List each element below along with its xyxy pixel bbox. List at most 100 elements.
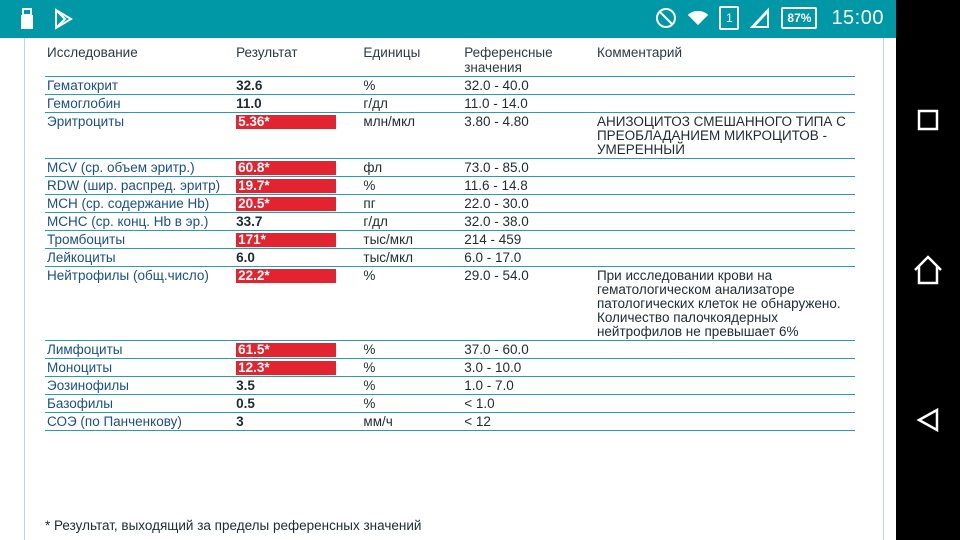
result-value-flagged: 20.5* — [236, 197, 337, 211]
back-icon — [916, 407, 939, 433]
units-value: % — [361, 358, 463, 377]
test-name: MCV (ср. объем эритр.) — [45, 158, 235, 177]
reference-value: 3.0 - 10.0 — [462, 358, 595, 377]
result-cell: 3 — [234, 412, 362, 431]
report-sheet: Исследование Результат Единицы Референсн… — [24, 38, 884, 540]
comment-value — [594, 194, 855, 213]
table-row: СОЭ (по Панченкову) 3 мм/ч < 12 — [45, 412, 855, 431]
result-value-flagged: 60.8* — [236, 161, 337, 175]
test-name: Эозинофилы — [45, 376, 235, 395]
result-cell: 19.7* — [234, 176, 362, 195]
reference-value: 22.0 - 30.0 — [462, 194, 595, 213]
units-value: тыс/мкл — [361, 230, 463, 249]
test-name: Гемоглобин — [45, 94, 235, 113]
result-cell: 0.5 — [234, 394, 362, 413]
table-body: Гематокрит 32.6% 32.0 - 40.0 Гемоглобин 11.0… — [45, 76, 855, 431]
table-header-row: Исследование Результат Единицы Референсн… — [45, 42, 855, 77]
result-value: 6.0 — [236, 250, 255, 265]
result-value: 11.0 — [236, 96, 262, 111]
result-value: 32.6 — [236, 78, 263, 93]
do-not-disturb-icon — [655, 7, 677, 29]
comment-value — [594, 94, 855, 113]
table-row: MCH (ср. содержание Hb) 20.5* пг 22.0 - 30.… — [45, 194, 855, 213]
units-value: г/дл — [361, 94, 463, 113]
units-value: % — [361, 76, 463, 95]
comment-value — [594, 76, 855, 95]
test-name: Базофилы — [45, 394, 235, 413]
comment-value — [594, 358, 855, 377]
test-name: Эритроциты — [45, 112, 235, 159]
recents-icon — [917, 109, 939, 131]
units-value: тыс/мкл — [361, 248, 463, 267]
comment-value — [594, 248, 855, 267]
reference-value: 32.0 - 40.0 — [462, 76, 595, 95]
result-cell: 60.8* — [234, 158, 362, 177]
table-row: Гемоглобин 11.0 г/дл 11.0 - 14.0 — [45, 94, 855, 113]
units-value: % — [361, 394, 463, 413]
result-value: 0.5 — [236, 396, 255, 411]
reference-value: 11.6 - 14.8 — [462, 176, 595, 195]
test-name: RDW (шир. распред. эритр) — [45, 176, 235, 195]
home-button[interactable] — [912, 254, 944, 286]
header-comment: Комментарий — [594, 42, 855, 77]
result-value-flagged: 61.5* — [236, 343, 337, 357]
result-value: 3 — [236, 414, 244, 429]
comment-value — [594, 230, 855, 249]
units-value: % — [361, 340, 463, 359]
battery-icon: 87% — [781, 7, 818, 29]
result-cell: 3.5 — [234, 376, 362, 395]
comment-value — [594, 176, 855, 195]
header-units: Единицы — [361, 42, 463, 77]
result-value-flagged: 171* — [236, 233, 337, 247]
table-row: Лимфоциты 61.5*% 37.0 - 60.0 — [45, 340, 855, 359]
units-value: г/дл — [361, 212, 463, 231]
usb-icon — [16, 8, 38, 30]
sim-icon: 1 — [719, 6, 740, 30]
back-button[interactable] — [912, 404, 944, 436]
comment-value: АНИЗОЦИТОЗ СМЕШАННОГО ТИПА С ПРЕОБЛАДАНИ… — [594, 112, 855, 159]
comment-value — [594, 394, 855, 413]
units-value: фл — [361, 158, 463, 177]
units-value: % — [361, 266, 463, 341]
comment-value — [594, 158, 855, 177]
result-cell: 33.7 — [234, 212, 362, 231]
reference-value: 1.0 - 7.0 — [462, 376, 595, 395]
comment-value — [594, 340, 855, 359]
reference-value: < 1.0 — [462, 394, 595, 413]
reference-value: 32.0 - 38.0 — [462, 212, 595, 231]
comment-value — [594, 376, 855, 395]
header-result: Результат — [234, 42, 362, 77]
signal-icon — [749, 7, 771, 29]
table-row: Моноциты 12.3*% 3.0 - 10.0 — [45, 358, 855, 377]
result-cell: 22.2* — [234, 266, 362, 341]
table-row: Лейкоциты 6.0 тыс/мкл 6.0 - 17.0 — [45, 248, 855, 267]
wifi-icon — [687, 7, 709, 29]
result-cell: 12.3* — [234, 358, 362, 377]
result-value: 3.5 — [236, 378, 255, 393]
comment-value — [594, 212, 855, 231]
table-row: Эозинофилы 3.5% 1.0 - 7.0 — [45, 376, 855, 395]
table-row: Гематокрит 32.6% 32.0 - 40.0 — [45, 76, 855, 95]
report-content[interactable]: Исследование Результат Единицы Референсн… — [0, 38, 896, 540]
test-name: Нейтрофилы (общ.число) — [45, 266, 235, 341]
result-value-flagged: 19.7* — [236, 179, 337, 193]
lab-results-table: Исследование Результат Единицы Референсн… — [45, 42, 855, 431]
reference-value: 29.0 - 54.0 — [462, 266, 595, 341]
result-cell: 171* — [234, 230, 362, 249]
reference-value: 37.0 - 60.0 — [462, 340, 595, 359]
result-cell: 32.6 — [234, 76, 362, 95]
result-cell: 61.5* — [234, 340, 362, 359]
table-row: Эритроциты 5.36* млн/мкл 3.80 - 4.80 АНИЗОЦИ… — [45, 112, 855, 159]
table-row: Тромбоциты 171* тыс/мкл 214 - 459 — [45, 230, 855, 249]
test-name: Гематокрит — [45, 76, 235, 95]
play-store-icon — [52, 8, 74, 30]
navigation-bar — [896, 0, 960, 540]
units-value: мм/ч — [361, 412, 463, 431]
recents-button[interactable] — [912, 104, 944, 136]
test-name: MCH (ср. содержание Hb) — [45, 194, 235, 213]
test-name: Лимфоциты — [45, 340, 235, 359]
reference-value: 73.0 - 85.0 — [462, 158, 595, 177]
units-value: пг — [361, 194, 463, 213]
comment-value: При исследовании крови на гематологическ… — [594, 266, 855, 341]
units-value: % — [361, 176, 463, 195]
